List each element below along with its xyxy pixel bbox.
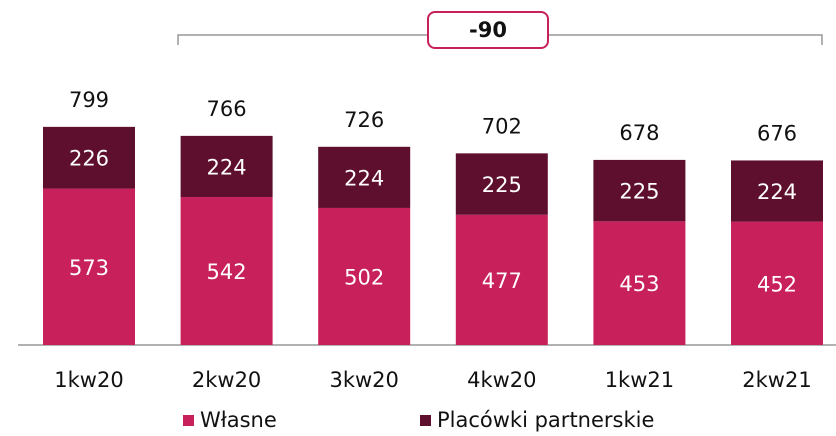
legend-swatch	[420, 415, 431, 426]
annotation-box	[427, 11, 549, 49]
total-label: 726	[344, 108, 384, 132]
bar-segment	[43, 126, 135, 189]
legend-label: Własne	[200, 408, 277, 432]
value-label: 226	[69, 147, 109, 171]
total-label: 702	[482, 114, 522, 138]
total-label: 678	[619, 121, 659, 145]
total-label: 676	[757, 121, 797, 145]
value-label: 224	[344, 166, 384, 190]
value-label: 573	[69, 256, 109, 280]
legend-label: Placówki partnerskie	[437, 408, 654, 432]
x-tick-label: 1kw20	[54, 368, 123, 392]
bracket-line	[548, 34, 823, 45]
x-tick-label: 2kw21	[742, 368, 811, 392]
x-tick-label: 2kw20	[192, 368, 261, 392]
x-tick-label: 3kw20	[329, 368, 398, 392]
value-label: 452	[757, 272, 797, 296]
value-label: 224	[757, 180, 797, 204]
total-label: 799	[69, 88, 109, 112]
bracket: -90	[177, 11, 823, 49]
bar-segment	[180, 197, 273, 345]
value-label: 477	[482, 269, 522, 293]
bar-segment	[43, 188, 135, 345]
bar-segment	[731, 221, 823, 345]
bar-segment	[455, 153, 548, 215]
annotation: -90	[469, 18, 507, 42]
bracket-line	[177, 34, 428, 45]
value-label: 542	[207, 260, 247, 284]
bar-segment	[731, 160, 823, 222]
x-tick-label: 4kw20	[467, 368, 536, 392]
value-label: 502	[344, 265, 384, 289]
bar-segment	[593, 221, 686, 345]
value-label: 224	[207, 155, 247, 179]
bar-segment	[455, 214, 548, 345]
x-tick-label: 1kw21	[605, 368, 674, 392]
bar-segment	[318, 146, 411, 208]
bar-segment	[318, 207, 411, 345]
legend-swatch	[183, 415, 194, 426]
value-label: 453	[619, 272, 659, 296]
bar-segment	[593, 159, 686, 222]
total-label: 766	[207, 97, 247, 121]
value-label: 225	[619, 180, 659, 204]
value-label: 225	[482, 173, 522, 197]
bar-segment	[180, 135, 273, 198]
